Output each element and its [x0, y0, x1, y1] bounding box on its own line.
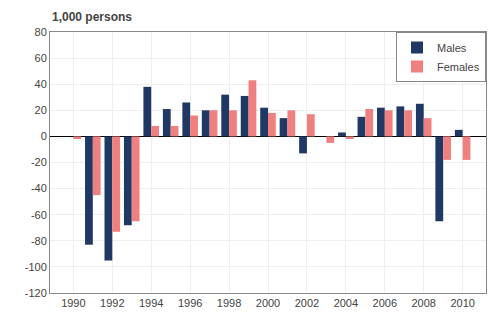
svg-text:Females: Females	[437, 61, 480, 73]
svg-text:20: 20	[35, 104, 47, 116]
svg-text:80: 80	[35, 26, 47, 38]
svg-text:-80: -80	[31, 235, 47, 247]
svg-text:-20: -20	[31, 156, 47, 168]
svg-text:2002: 2002	[295, 297, 319, 309]
svg-text:-120: -120	[25, 287, 47, 299]
svg-text:2000: 2000	[256, 297, 280, 309]
svg-text:2004: 2004	[334, 297, 358, 309]
svg-text:-60: -60	[31, 209, 47, 221]
svg-text:60: 60	[35, 52, 47, 64]
svg-text:Males: Males	[437, 42, 467, 54]
svg-text:40: 40	[35, 78, 47, 90]
svg-text:1994: 1994	[139, 297, 163, 309]
svg-text:1,000 persons: 1,000 persons	[52, 10, 132, 24]
svg-text:-100: -100	[25, 261, 47, 273]
svg-text:1990: 1990	[61, 297, 85, 309]
svg-text:2008: 2008	[411, 297, 435, 309]
svg-text:0: 0	[41, 130, 47, 142]
svg-text:2006: 2006	[373, 297, 397, 309]
svg-text:1992: 1992	[100, 297, 124, 309]
svg-text:1996: 1996	[178, 297, 202, 309]
svg-text:1998: 1998	[217, 297, 241, 309]
svg-text:-40: -40	[31, 182, 47, 194]
svg-text:2010: 2010	[450, 297, 474, 309]
